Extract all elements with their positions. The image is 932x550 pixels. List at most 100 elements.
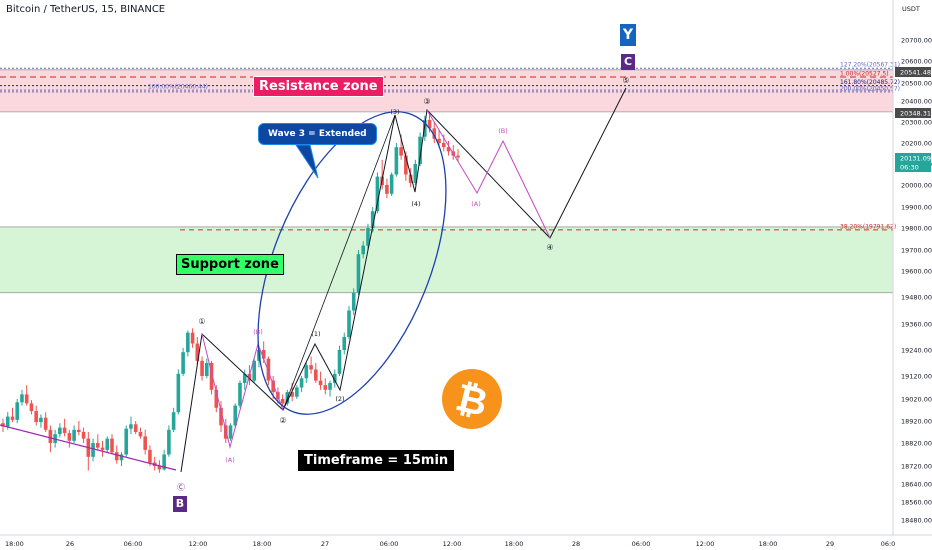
candle-body <box>389 174 394 194</box>
wave-C-tag: C <box>621 54 635 70</box>
candle-body <box>361 245 366 255</box>
wave3-callout: Wave 3 = Extended <box>258 123 377 145</box>
candle-body <box>29 403 34 412</box>
x-tick-label: 06:00 <box>380 540 399 548</box>
zone-band-0 <box>0 69 893 112</box>
wave-label-4: (3) <box>390 108 399 116</box>
candle-body <box>399 147 403 156</box>
wave-4-correction-path <box>426 109 551 239</box>
y-tick-label: 19020.00 <box>901 396 932 404</box>
correction-label-3: (B) <box>498 127 508 135</box>
candle-body <box>404 155 408 175</box>
candle-body <box>408 174 413 183</box>
y-tick-label: 18560.00 <box>901 499 932 507</box>
wave-label-7: ④ <box>546 243 553 252</box>
candle-body <box>190 332 195 344</box>
fib-label-1: 1.00%(20527.5) <box>840 70 889 77</box>
y-tick-label: 19480.00 <box>901 294 932 302</box>
y-tick-label: 18480.00 <box>901 517 932 525</box>
candle-body <box>195 343 200 361</box>
candle-body <box>24 394 29 404</box>
fib-label-3: 100.00%(20460.44) <box>148 84 208 91</box>
candle-body <box>228 425 233 439</box>
candle-body <box>81 432 86 439</box>
candle-body <box>119 454 124 461</box>
candle-body <box>15 402 20 420</box>
candle-body <box>332 373 337 383</box>
wave-main-path <box>180 87 627 473</box>
candle-body <box>110 438 114 453</box>
x-tick-label: 12:00 <box>443 540 462 548</box>
candle-body <box>77 429 81 432</box>
correction-label-2: (A) <box>471 200 481 208</box>
candle-body <box>176 373 181 413</box>
candle-body <box>375 176 380 212</box>
candle-body <box>394 147 399 175</box>
candle-body <box>162 454 166 470</box>
price-tag-label: 20348.31 <box>900 110 931 118</box>
candle-body <box>167 429 171 455</box>
candle-body <box>48 429 53 443</box>
candle-body <box>62 427 67 434</box>
candle-body <box>200 360 204 376</box>
candle-body <box>309 365 313 370</box>
y-tick-label: 20300.00 <box>901 119 932 127</box>
price-tag-label: 20541.48 <box>900 69 931 77</box>
y-tick-label: 19800.00 <box>901 225 932 233</box>
x-tick-label: 18:00 <box>253 540 272 548</box>
candle-body <box>266 358 271 381</box>
candle-body <box>72 429 76 441</box>
x-tick-label: 06:00 <box>632 540 651 548</box>
candle-body <box>299 378 304 388</box>
candle-body <box>337 350 342 374</box>
candle-body <box>124 428 129 455</box>
y-tick-label: 19700.00 <box>901 247 932 255</box>
candle-body <box>347 310 351 337</box>
fib-label-5: 38.20%(19791.62) <box>840 223 896 230</box>
fib-label-0: 127.20%(20567.31) <box>840 62 900 69</box>
x-tick-label: 28 <box>572 540 580 548</box>
candle-body <box>5 416 10 427</box>
wave-B-low-label: Ⓒ <box>177 483 185 492</box>
candle-body <box>100 447 105 450</box>
wave-label-8: ⑤ <box>622 76 629 85</box>
x-tick-label: 06:00 <box>124 540 143 548</box>
candle-body <box>370 211 375 228</box>
wave-label-6: ③ <box>423 97 430 106</box>
y-tick-label: 20500.00 <box>901 80 932 88</box>
zone-band-1 <box>0 226 893 293</box>
candle-body <box>446 147 451 152</box>
candle-body <box>441 143 446 148</box>
correction-label-1: (A) <box>225 456 235 464</box>
candle-body <box>295 387 299 397</box>
candle-body <box>432 128 437 139</box>
x-tick-label: 18:00 <box>505 540 524 548</box>
candle-body <box>20 394 24 403</box>
candle-body <box>342 337 347 350</box>
y-tick-label: 20000.00 <box>901 182 932 190</box>
candle-body <box>223 425 228 439</box>
wave-3-channel <box>282 114 396 411</box>
x-tick-label: 12:00 <box>189 540 208 548</box>
wave-label-2: (1) <box>311 330 320 338</box>
candle-body <box>366 228 370 246</box>
candle-body <box>133 424 138 432</box>
timeframe-label: Timeframe = 15min <box>298 450 455 471</box>
candle-body <box>427 119 432 129</box>
candle-body <box>385 185 389 194</box>
candle-body <box>413 164 418 183</box>
candle-body <box>351 292 356 311</box>
candle-body <box>242 373 247 383</box>
candle-body <box>105 438 110 450</box>
candle-body <box>171 412 176 430</box>
wave-label-5: (4) <box>411 200 420 208</box>
y-tick-label: 19120.00 <box>901 373 932 381</box>
candle-body <box>318 380 323 386</box>
candle-body <box>34 411 38 423</box>
candle-body <box>304 365 309 379</box>
support-zone-label: Support zone <box>176 254 284 275</box>
x-tick-label: 18:00 <box>5 540 24 548</box>
x-tick-label: 18:00 <box>759 540 778 548</box>
fib-label-4: 200.00%(20450.57) <box>840 85 900 92</box>
